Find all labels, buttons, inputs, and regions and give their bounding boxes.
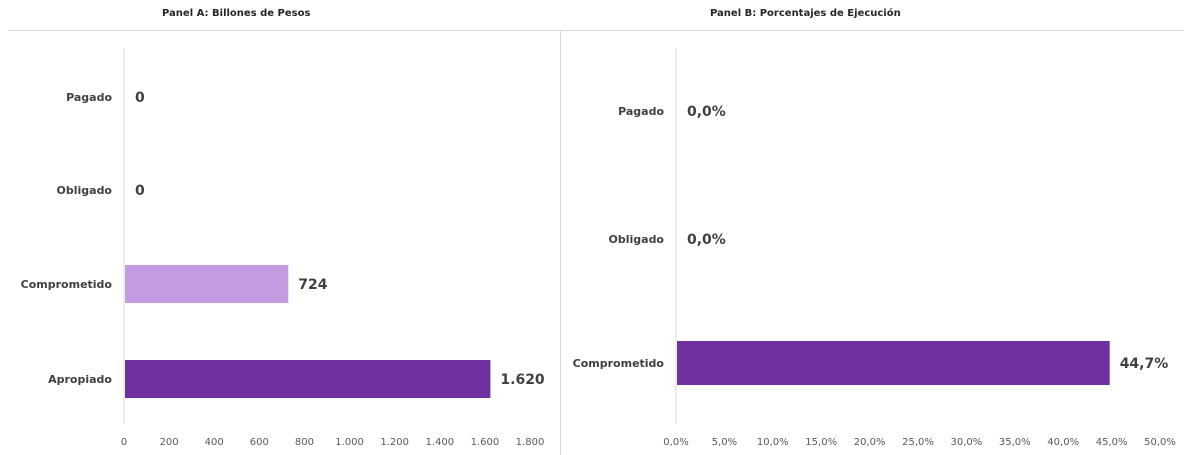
panel-a-tick-label: 0 bbox=[121, 437, 127, 448]
panel-a-tick-label: 1.400 bbox=[425, 437, 454, 448]
panel-b-data-label: 0,0% bbox=[687, 104, 726, 120]
panel-a-bar-apropiado bbox=[125, 360, 491, 398]
panel-a-category-label: Comprometido bbox=[21, 278, 113, 291]
panel-a-tick-label: 800 bbox=[295, 437, 314, 448]
panel-a-category-label: Apropiado bbox=[48, 373, 112, 386]
panel-b-category-label: Obligado bbox=[609, 233, 665, 246]
header-rule bbox=[8, 30, 1184, 31]
panel-b-tick-label: 50,0% bbox=[1144, 437, 1176, 448]
panel-a-data-label: 724 bbox=[298, 277, 327, 293]
panel-b-tick-label: 20,0% bbox=[854, 437, 886, 448]
panel-a-tick-label: 200 bbox=[160, 437, 179, 448]
panel-b-tick-label: 35,0% bbox=[999, 437, 1031, 448]
panel-a-chart: 0 200 400 600 800 1.000 1.200 1.400 1.600 1.800 Pa… bbox=[21, 48, 545, 448]
panel-b-tick-label: 45,0% bbox=[1096, 437, 1128, 448]
panel-a-data-label: 0 bbox=[135, 90, 145, 106]
panel-a-title: Panel A: Billones de Pesos bbox=[162, 8, 311, 19]
panel-a-tick-label: 1.200 bbox=[380, 437, 409, 448]
panel-a-tick-label: 400 bbox=[205, 437, 224, 448]
panel-a-tick-label: 1.000 bbox=[335, 437, 364, 448]
panel-b-tick-label: 25,0% bbox=[902, 437, 934, 448]
panel-b-category-label: Pagado bbox=[618, 105, 664, 118]
panel-b-title: Panel B: Porcentajes de Ejecución bbox=[710, 8, 901, 19]
panel-a-category-label: Obligado bbox=[57, 184, 113, 197]
panel-b-tick-label: 15,0% bbox=[805, 437, 837, 448]
panel-b-tick-label: 5,0% bbox=[712, 437, 737, 448]
panel-a-category-label: Pagado bbox=[66, 91, 112, 104]
panel-a-data-label: 1.620 bbox=[500, 372, 545, 388]
panel-b-bar-comprometido bbox=[677, 341, 1110, 385]
panel-a-bar-comprometido bbox=[125, 265, 289, 303]
panel-b-tick-label: 10,0% bbox=[757, 437, 789, 448]
panel-b-tick-label: 0,0% bbox=[663, 437, 688, 448]
panel-b-tick-label: 30,0% bbox=[951, 437, 983, 448]
panel-a-tick-label: 1.800 bbox=[516, 437, 545, 448]
panel-b-tick-label: 40,0% bbox=[1047, 437, 1079, 448]
panel-b-category-label: Comprometido bbox=[573, 357, 665, 370]
panel-a-tick-label: 600 bbox=[250, 437, 269, 448]
panel-a-tick-label: 1.600 bbox=[471, 437, 500, 448]
panel-divider bbox=[560, 30, 561, 455]
panel-b-data-label: 44,7% bbox=[1120, 356, 1169, 372]
panel-a-data-label: 0 bbox=[135, 183, 145, 199]
panel-b-data-label: 0,0% bbox=[687, 232, 726, 248]
